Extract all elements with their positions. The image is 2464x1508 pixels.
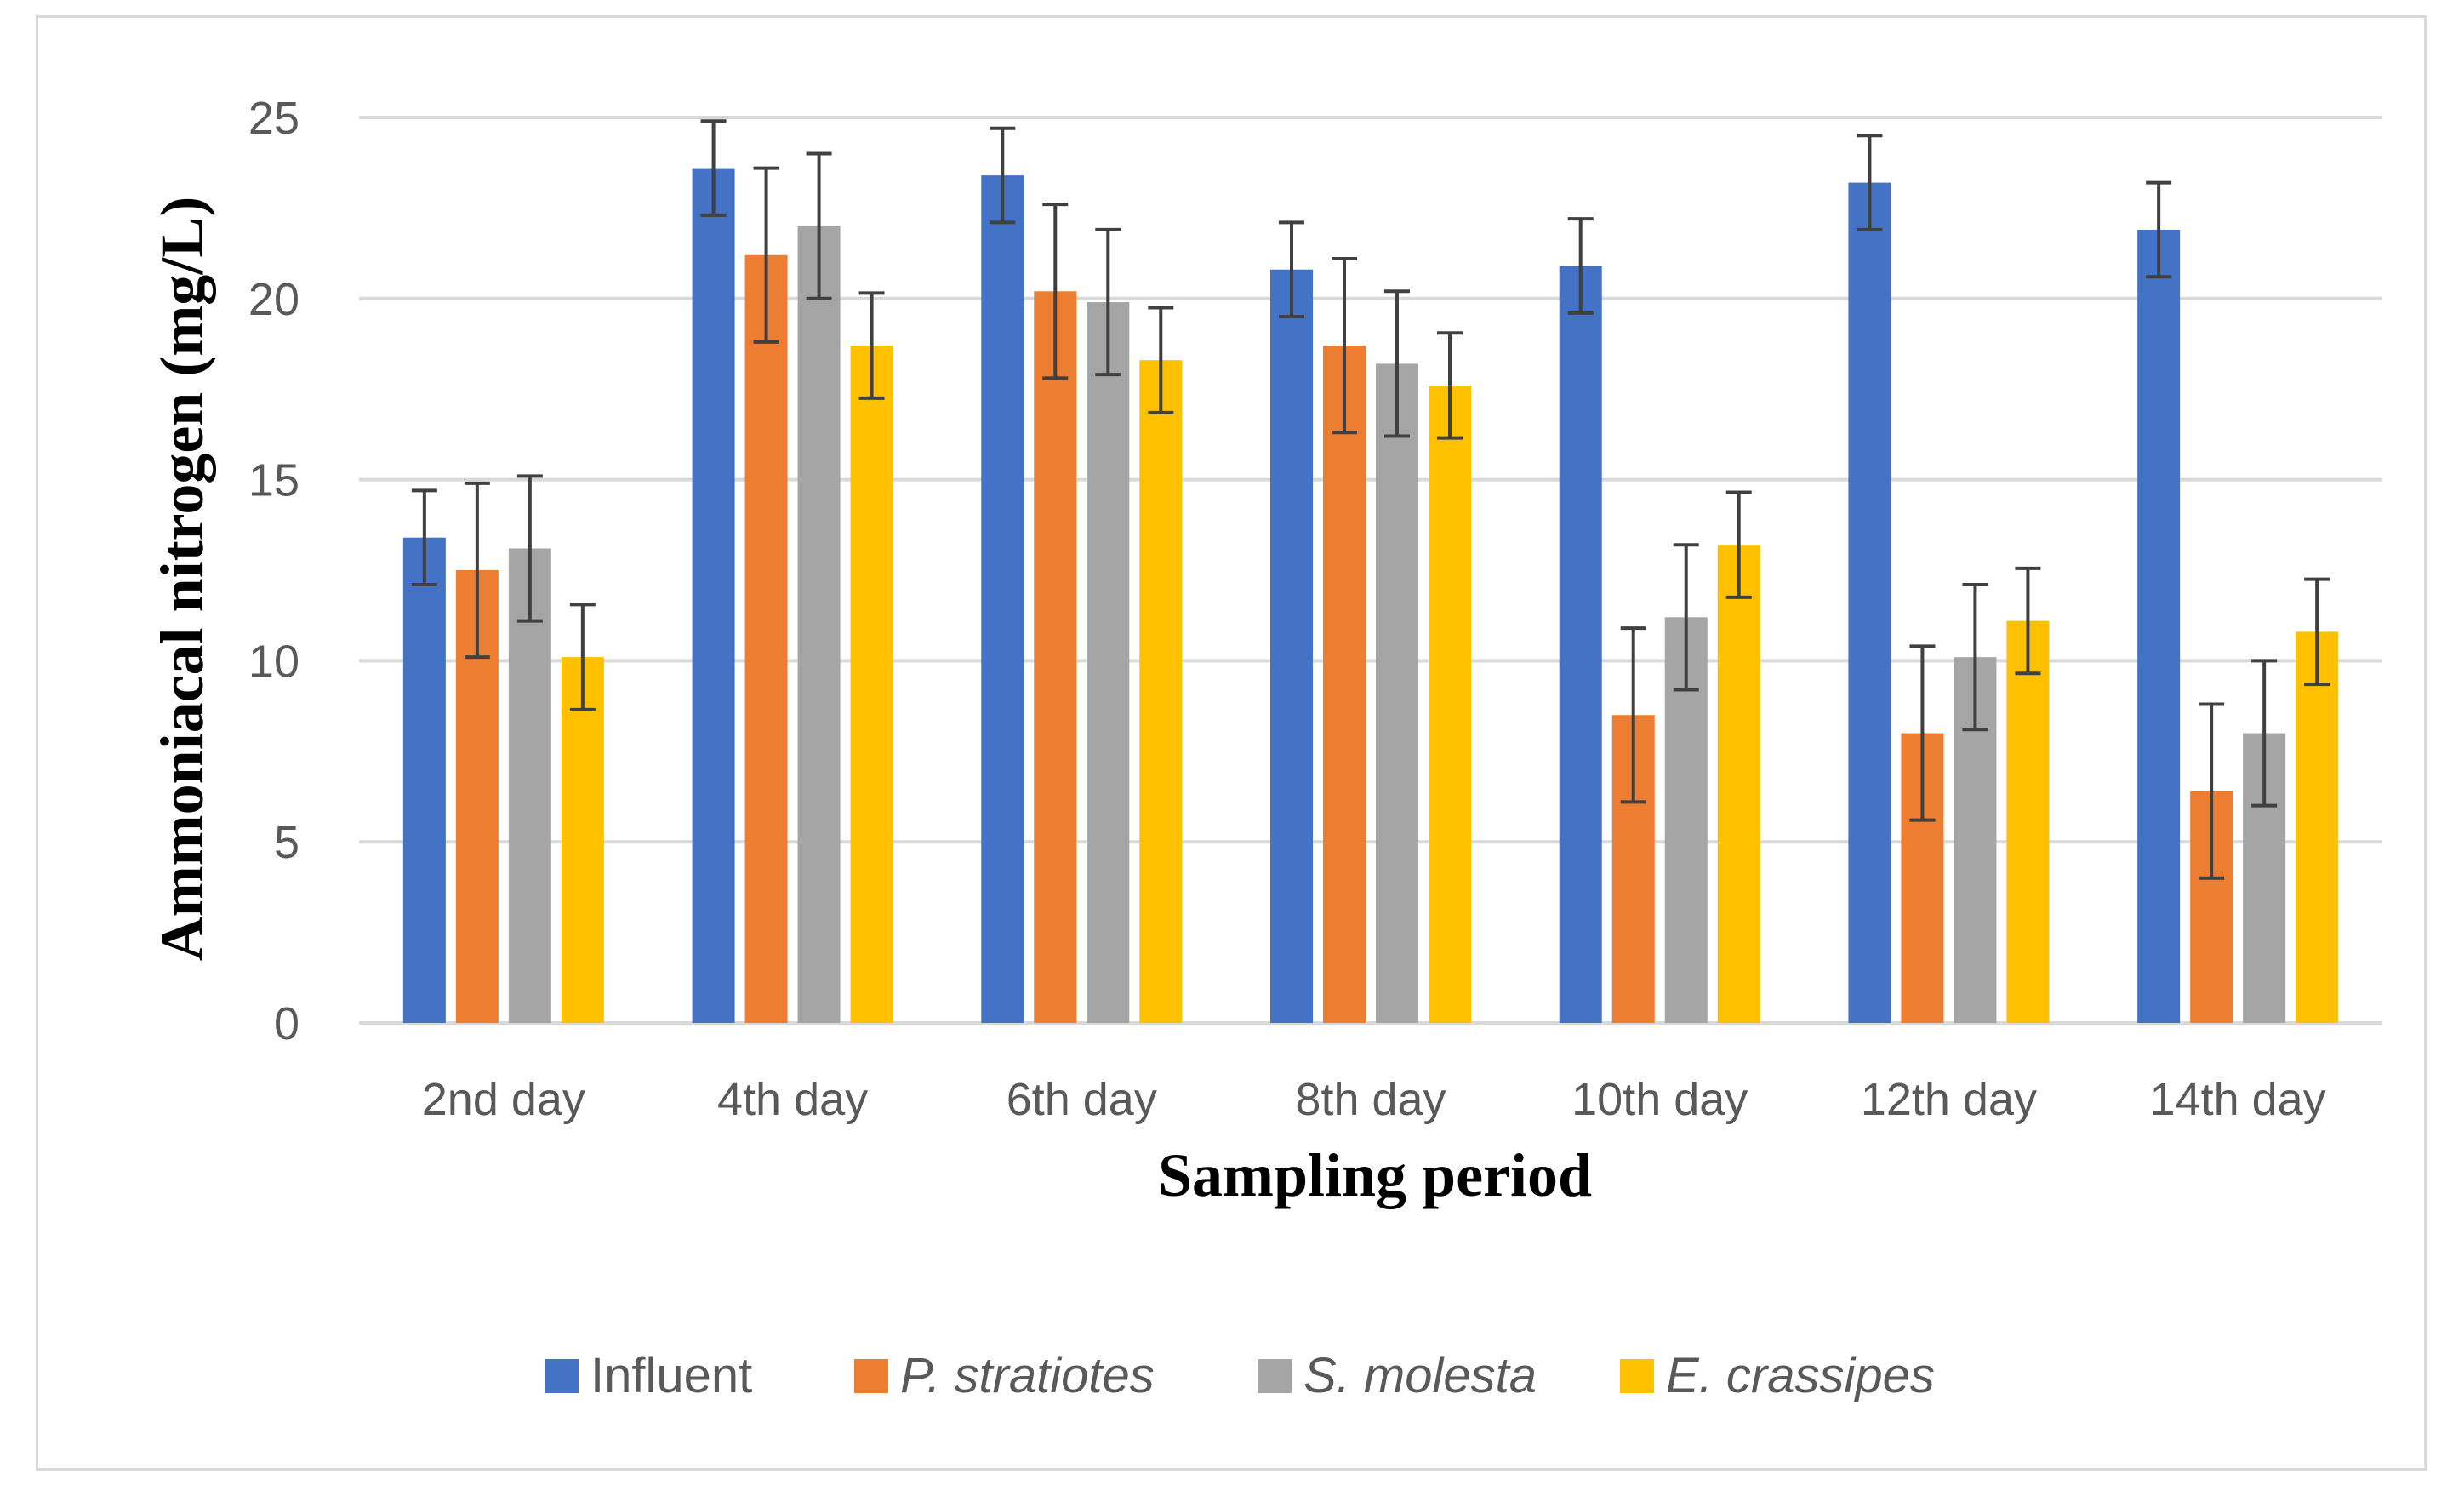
bar bbox=[1559, 266, 1602, 1024]
bar bbox=[2137, 229, 2181, 1023]
x-axis-title: Sampling period bbox=[1158, 1141, 1592, 1209]
bar bbox=[692, 168, 735, 1024]
bar bbox=[850, 346, 893, 1023]
gridlines bbox=[359, 116, 2382, 1025]
legend-label: E. crassipes bbox=[1666, 1348, 1935, 1403]
bar bbox=[1139, 360, 1183, 1024]
bar bbox=[744, 254, 788, 1023]
bar bbox=[508, 548, 551, 1023]
x-axis-ticks: 2nd day 4th day 6th day 8th day 10th day 12th… bbox=[422, 1074, 2326, 1125]
bar bbox=[2296, 631, 2339, 1023]
x-tick-label: 10th day bbox=[1571, 1074, 1748, 1125]
bar bbox=[1323, 346, 1366, 1023]
x-tick-label: 14th day bbox=[2150, 1074, 2326, 1125]
legend: Influent P. stratiotes S. molesta E. crassi… bbox=[545, 1348, 1935, 1403]
x-tick-label: 2nd day bbox=[422, 1074, 585, 1125]
y-tick-label: 20 bbox=[248, 274, 299, 325]
bar bbox=[1087, 302, 1130, 1023]
bar bbox=[797, 226, 841, 1023]
legend-swatch bbox=[545, 1359, 579, 1393]
bar bbox=[1034, 291, 1077, 1024]
legend-swatch bbox=[1620, 1359, 1654, 1393]
legend-swatch bbox=[854, 1359, 888, 1393]
y-tick-label: 10 bbox=[248, 636, 299, 687]
x-tick-label: 12th day bbox=[1861, 1074, 2037, 1125]
y-tick-label: 25 bbox=[248, 93, 299, 144]
y-tick-label: 0 bbox=[274, 998, 299, 1049]
bar bbox=[1717, 545, 1760, 1023]
x-tick-label: 4th day bbox=[717, 1074, 868, 1125]
bar bbox=[1848, 182, 1891, 1023]
bars bbox=[402, 168, 2339, 1024]
bar bbox=[981, 175, 1024, 1023]
y-axis-ticks: 0 5 10 15 20 25 bbox=[248, 93, 299, 1049]
y-axis-title: Ammoniacal nitrogen (mg/L) bbox=[148, 197, 216, 962]
y-tick-label: 5 bbox=[274, 817, 299, 868]
bar bbox=[402, 537, 446, 1023]
x-tick-label: 6th day bbox=[1007, 1074, 1157, 1125]
bar bbox=[561, 657, 604, 1023]
legend-label: Influent bbox=[590, 1348, 752, 1403]
error-bars bbox=[411, 119, 2330, 880]
legend-label: S. molesta bbox=[1303, 1348, 1537, 1403]
legend-label: P. stratiotes bbox=[900, 1348, 1155, 1403]
legend-swatch bbox=[1258, 1359, 1292, 1393]
y-tick-label: 15 bbox=[248, 455, 299, 506]
bar bbox=[1376, 363, 1418, 1024]
bar bbox=[2006, 620, 2050, 1023]
bar bbox=[1429, 385, 1471, 1024]
x-tick-label: 8th day bbox=[1295, 1074, 1446, 1125]
bar bbox=[1270, 269, 1313, 1023]
